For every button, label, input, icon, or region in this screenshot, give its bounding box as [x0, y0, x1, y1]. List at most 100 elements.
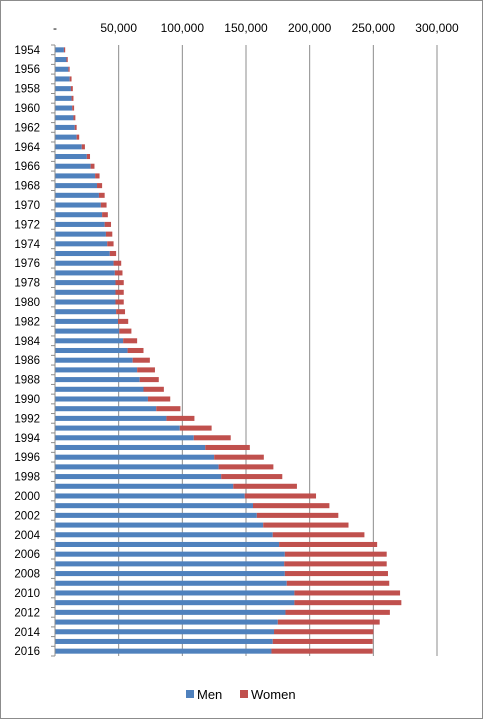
y-category-label: 1988: [14, 375, 40, 387]
bar-women-1973: [105, 231, 113, 237]
y-category-label: 1978: [14, 278, 40, 290]
bar-women-1974: [107, 241, 114, 247]
bar-men-1997: [55, 464, 219, 470]
y-category-label: 2006: [14, 549, 40, 561]
bar-women-2000: [244, 493, 317, 499]
bar-men-1986: [55, 357, 133, 363]
y-category-label: 1992: [14, 413, 40, 425]
bar-women-1966: [90, 163, 95, 169]
bar-men-1968: [55, 183, 98, 189]
bar-men-2003: [55, 522, 264, 528]
bar-men-1965: [55, 154, 87, 160]
bar-men-2010: [55, 590, 295, 596]
bar-men-2011: [55, 600, 295, 606]
bar-women-1992: [166, 415, 195, 421]
axes: [51, 44, 56, 657]
bar-women-1969: [98, 192, 105, 198]
bar-men-1992: [55, 415, 167, 421]
bar-men-1990: [55, 396, 148, 402]
bar-men-1963: [55, 134, 77, 140]
x-tick-label: 250,000: [352, 21, 396, 35]
bar-women-2015: [272, 638, 373, 644]
bar-men-2005: [55, 541, 280, 547]
y-category-label: 1960: [14, 103, 40, 115]
bar-men-1995: [55, 444, 206, 451]
bar-women-1995: [205, 444, 250, 451]
bar-women-1957: [69, 76, 72, 82]
bar-men-1999: [55, 483, 234, 489]
y-category-label: 1954: [14, 45, 40, 57]
bar-men-2013: [55, 619, 278, 625]
bar-men-1959: [55, 95, 72, 101]
bar-women-1970: [100, 202, 107, 208]
y-category-label: 1972: [14, 219, 40, 231]
x-tick-label: 150,000: [224, 21, 268, 35]
bar-women-2011: [294, 600, 402, 606]
bar-men-2016: [55, 648, 272, 654]
bar-men-1998: [55, 474, 222, 480]
y-category-label: 2004: [14, 530, 40, 542]
bar-men-1958: [55, 86, 71, 92]
bar-men-2008: [55, 571, 285, 577]
y-category-label: 2014: [14, 627, 40, 639]
bar-men-1980: [55, 299, 116, 305]
bar-women-1984: [123, 338, 138, 344]
bar-men-2007: [55, 561, 285, 567]
bar-men-1983: [55, 328, 120, 334]
x-tick-labels: - 50,000 100,000 150,000 200,000 250,000 300,0…: [53, 21, 459, 35]
bar-women-1975: [109, 250, 117, 257]
bar-women-1972: [104, 221, 112, 227]
bar-women-2006: [284, 551, 387, 557]
y-category-label: 1980: [14, 297, 40, 309]
y-category-label: 1976: [14, 258, 40, 270]
bar-women-2003: [263, 522, 349, 528]
bar-men-2000: [55, 493, 245, 499]
bar-women-1965: [86, 154, 91, 160]
y-category-label: 2002: [14, 510, 40, 522]
bar-men-1966: [55, 163, 91, 169]
bar-women-1971: [102, 212, 108, 218]
bar-men-2001: [55, 503, 254, 509]
bar-men-1987: [55, 367, 138, 373]
bar-women-1976: [113, 260, 122, 266]
legend-swatch-men: [186, 690, 194, 698]
bar-men-1970: [55, 202, 101, 208]
bar-men-1973: [55, 231, 106, 237]
bar-men-2015: [55, 638, 273, 644]
bar-women-2013: [277, 619, 380, 625]
bar-women-1994: [193, 435, 231, 441]
bar-men-1956: [55, 66, 69, 72]
bar-women-1987: [137, 367, 155, 373]
bar-men-1975: [55, 250, 110, 257]
bar-women-1978: [115, 280, 124, 286]
bar-men-1994: [55, 435, 194, 441]
legend-label-men: Men: [197, 687, 222, 702]
bar-men-1991: [55, 406, 157, 412]
bar-women-2009: [286, 580, 390, 586]
bar-women-1982: [118, 318, 129, 324]
bar-women-1954: [63, 47, 66, 53]
y-category-label: 1994: [14, 433, 40, 445]
bar-women-2005: [279, 541, 378, 547]
bars-group: [55, 47, 402, 654]
bar-men-1967: [55, 173, 96, 179]
bar-men-1977: [55, 270, 115, 276]
bar-women-1990: [147, 396, 171, 402]
bar-men-1985: [55, 347, 128, 354]
bar-women-2012: [285, 609, 390, 615]
bar-men-1993: [55, 425, 180, 431]
bar-women-2002: [256, 512, 339, 518]
bar-women-2008: [284, 571, 388, 577]
y-category-label: 1998: [14, 472, 40, 484]
bar-women-1956: [68, 66, 70, 72]
bar-women-2014: [274, 629, 374, 635]
y-category-label: 1982: [14, 316, 40, 328]
x-tick-label: 50,000: [100, 21, 137, 35]
bar-men-1976: [55, 260, 114, 266]
y-category-label: 1974: [14, 239, 40, 251]
bar-men-2006: [55, 551, 285, 557]
bar-women-1986: [132, 357, 150, 363]
y-category-label: 2016: [14, 646, 40, 658]
legend-label-women: Women: [251, 687, 296, 702]
